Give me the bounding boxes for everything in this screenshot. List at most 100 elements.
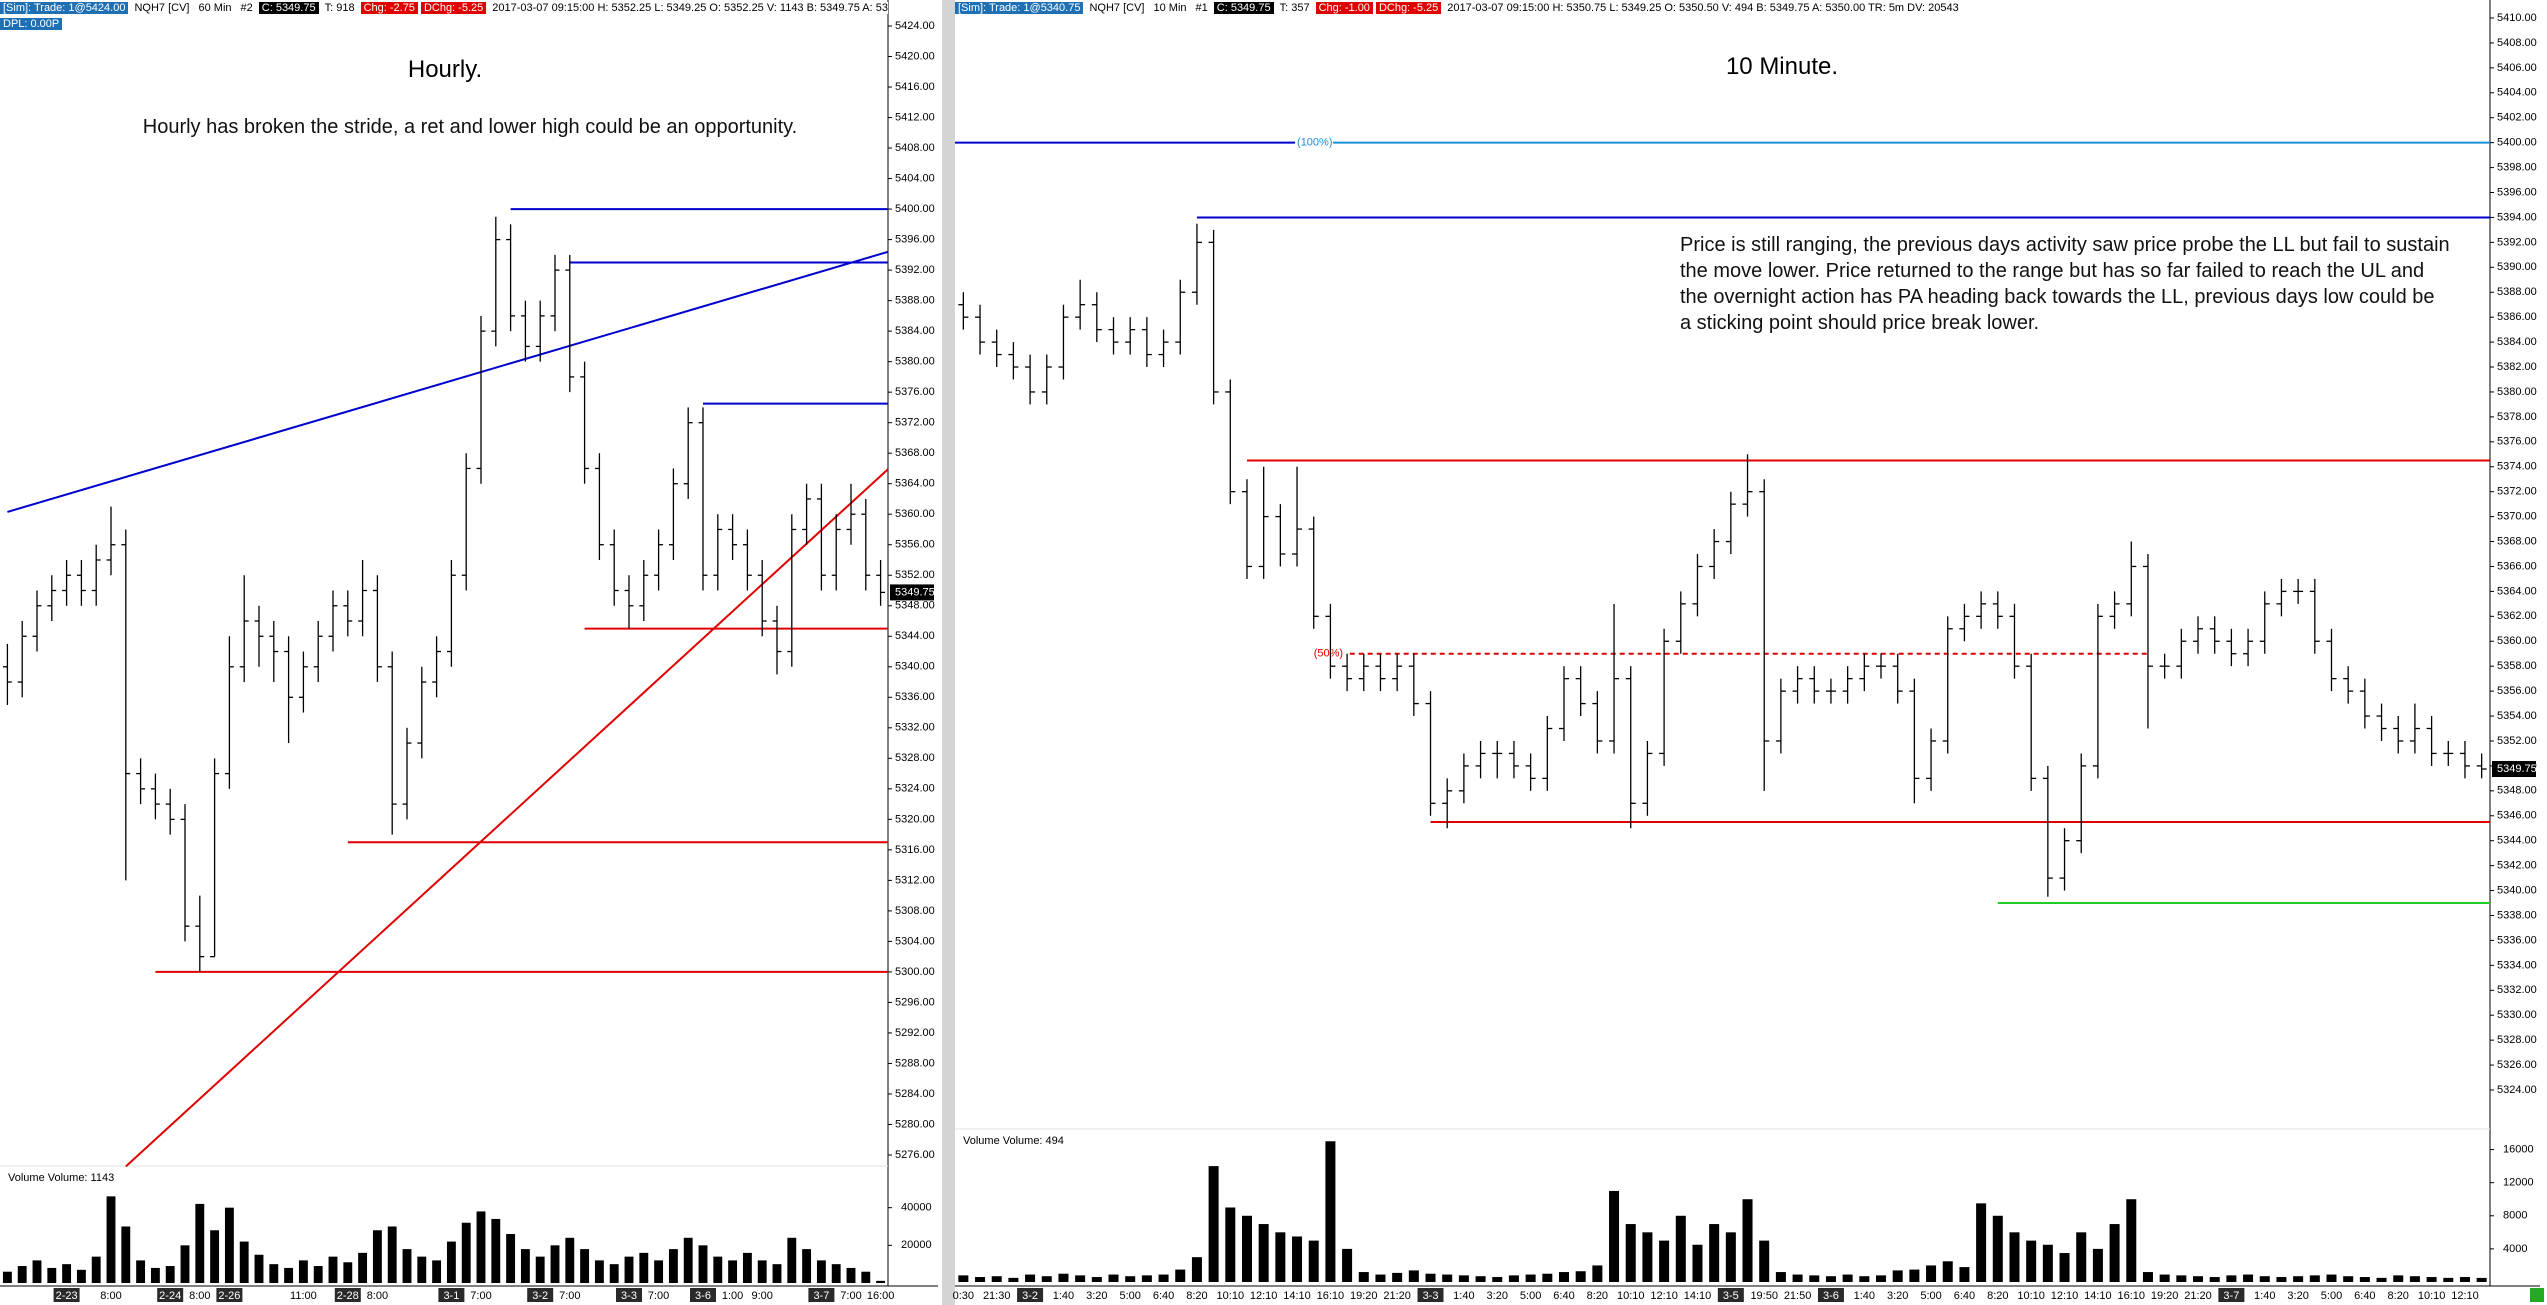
- volume-bar: [991, 1276, 1002, 1282]
- volume-bar: [1342, 1248, 1353, 1282]
- y-tick-label: 5342.00: [2497, 860, 2537, 872]
- header-field: [Sim]: Trade: 1@5340.75: [955, 2, 1084, 14]
- header-field: Chg: -1.00: [1315, 2, 1373, 14]
- x-tick-label: 12:10: [2051, 1290, 2079, 1302]
- y-tick-label: 5380.00: [895, 356, 935, 368]
- y-tick-label: 5344.00: [2497, 835, 2537, 847]
- volume-bar: [728, 1260, 738, 1283]
- x-tick-label: 7:00: [470, 1290, 491, 1302]
- y-tick-label: 5384.00: [895, 325, 935, 337]
- level-label-bg: [1295, 135, 1334, 150]
- volume-bar: [1058, 1273, 1069, 1282]
- volume-bar: [2193, 1276, 2204, 1282]
- volume-bar: [1508, 1275, 1519, 1282]
- volume-bar: [802, 1249, 812, 1283]
- volume-bar: [1425, 1273, 1436, 1282]
- volume-bar: [1241, 1215, 1252, 1282]
- y-tick-label: 5392.00: [895, 264, 935, 276]
- y-tick-label: 5348.00: [2497, 785, 2537, 797]
- volume-bar: [1325, 1141, 1336, 1282]
- volume-bar: [136, 1260, 146, 1283]
- volume-bar: [106, 1196, 116, 1283]
- chart-header: [Sim]: Trade: 1@5340.75 NQH7 [CV] 10 Min #1…: [955, 0, 2490, 16]
- volume-bar: [846, 1267, 856, 1283]
- x-tick-label: 3-7: [813, 1290, 829, 1302]
- y-tick-label: 5356.00: [2497, 685, 2537, 697]
- y-tick-label: 5312.00: [895, 874, 935, 886]
- volume-bar: [2259, 1276, 2270, 1282]
- volume-tick-label: 20000: [901, 1239, 932, 1251]
- volume-bar: [1625, 1224, 1636, 1282]
- volume-bar: [1258, 1224, 1269, 1282]
- header-field: 10 Min: [1150, 2, 1190, 14]
- date-box: [1717, 1288, 1744, 1302]
- x-tick-label: 3:20: [2287, 1290, 2308, 1302]
- volume-bar: [1308, 1240, 1319, 1282]
- x-tick-label: 0:30: [953, 1290, 974, 1302]
- y-tick-label: 5308.00: [895, 905, 935, 917]
- volume-bar: [506, 1234, 516, 1283]
- y-tick-label: 5304.00: [895, 935, 935, 947]
- level-label: (50%): [1314, 648, 1343, 660]
- volume-bar: [2343, 1276, 2354, 1282]
- x-tick-label: 8:00: [189, 1290, 210, 1302]
- volume-bar: [1792, 1274, 1803, 1282]
- volume-bar: [1892, 1270, 1903, 1282]
- x-tick-label: 3-2: [1022, 1290, 1038, 1302]
- volume-bar: [461, 1222, 471, 1283]
- volume-bar: [2293, 1276, 2304, 1282]
- x-tick-label: 11:00: [290, 1290, 317, 1302]
- x-tick-label: 19:20: [1350, 1290, 1378, 1302]
- x-tick-label: 5:00: [1520, 1290, 1541, 1302]
- y-tick-label: 5296.00: [895, 996, 935, 1008]
- date-box: [1017, 1288, 1044, 1302]
- volume-bar: [757, 1260, 767, 1283]
- volume-bar: [432, 1260, 442, 1283]
- header-field: 2017-03-07 09:15:00 H: 5352.25 L: 5349.2…: [489, 2, 888, 14]
- x-tick-label: 21:50: [1784, 1290, 1812, 1302]
- date-box: [216, 1288, 243, 1302]
- volume-bar: [284, 1267, 294, 1283]
- volume-bar: [91, 1256, 101, 1283]
- y-tick-label: 5380.00: [2497, 386, 2537, 398]
- x-tick-label: 16:10: [1317, 1290, 1345, 1302]
- y-tick-label: 5424.00: [895, 20, 935, 32]
- date-box: [527, 1288, 554, 1302]
- y-tick-label: 5340.00: [895, 661, 935, 673]
- volume-bar: [2443, 1277, 2454, 1282]
- volume-tick-label: 40000: [901, 1202, 932, 1214]
- volume-bar: [491, 1218, 501, 1283]
- x-tick-label: 9:00: [751, 1290, 772, 1302]
- y-tick-label: 5384.00: [2497, 336, 2537, 348]
- x-tick-label: 1:40: [1854, 1290, 1875, 1302]
- volume-bar: [1358, 1272, 1369, 1282]
- x-tick-label: 21:30: [983, 1290, 1011, 1302]
- volume-tick-label: 12000: [2503, 1177, 2534, 1189]
- volume-bar: [17, 1266, 27, 1283]
- volume-bar: [2, 1271, 12, 1283]
- x-tick-label: 12:10: [1250, 1290, 1278, 1302]
- header-field: NQH7 [CV]: [131, 2, 193, 14]
- volume-bar: [2059, 1253, 2070, 1282]
- volume-bar: [2159, 1274, 2170, 1282]
- volume-bar: [1542, 1273, 1553, 1282]
- y-tick-label: 5344.00: [895, 630, 935, 642]
- y-tick-label: 5340.00: [2497, 884, 2537, 896]
- x-tick-label: 3-6: [1823, 1290, 1839, 1302]
- volume-bar: [2326, 1274, 2337, 1282]
- y-tick-label: 5402.00: [2497, 112, 2537, 124]
- x-tick-label: 7:00: [559, 1290, 580, 1302]
- x-tick-label: 12:10: [2451, 1290, 2479, 1302]
- volume-bar: [62, 1264, 72, 1283]
- y-tick-label: 5386.00: [2497, 311, 2537, 323]
- y-tick-label: 5352.00: [2497, 735, 2537, 747]
- header-field: T: 357: [1276, 2, 1313, 14]
- volume-bar: [2476, 1277, 2487, 1282]
- volume-bar: [2009, 1232, 2020, 1282]
- volume-bar: [269, 1264, 279, 1283]
- x-tick-label: 10:10: [2017, 1290, 2045, 1302]
- volume-bar: [150, 1267, 160, 1283]
- volume-bar: [476, 1211, 486, 1283]
